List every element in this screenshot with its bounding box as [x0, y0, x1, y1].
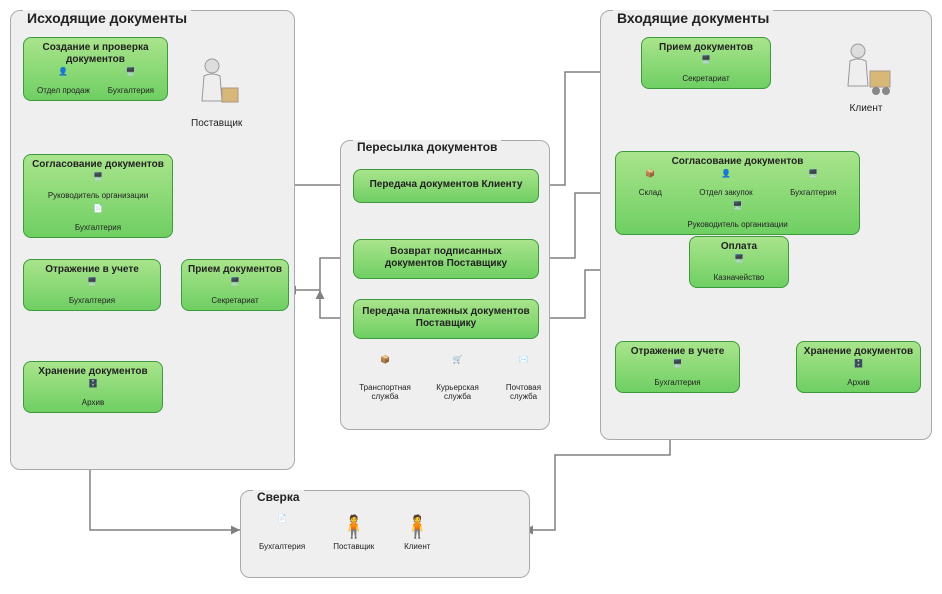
panel-transfer-title: Пересылка документов — [353, 140, 501, 154]
node-accounting-in-title: Отражение в учете — [622, 346, 733, 358]
role-icon: 🖥️ — [667, 360, 689, 378]
role-icon: 🖥️ — [224, 278, 246, 296]
role-icon: 👤 — [715, 170, 737, 188]
node-intake-out: Прием документов 🖥️Секретариат — [181, 259, 289, 311]
panel-reconcile: Сверка 📄 Бухгалтерия 🧍 Поставщик 🧍 Клиент — [240, 490, 530, 578]
reconcile-row: 📄 Бухгалтерия 🧍 Поставщик 🧍 Клиент — [259, 515, 432, 552]
role-label: Секретариат — [682, 75, 729, 84]
node-create-check: Создание и проверка документов 👤Отдел пр… — [23, 37, 168, 101]
ext-label: Курьерская служба — [429, 384, 486, 402]
role-icon: 🖥️ — [120, 68, 142, 86]
role-icon: 📦 — [639, 170, 661, 188]
role-label: Бухгалтерия — [69, 297, 115, 306]
node-transfer-client-title: Передача документов Клиенту — [370, 179, 523, 191]
node-return-supplier-title: Возврат подписанных документов Поставщик… — [360, 246, 532, 270]
role-icon: 🖥️ — [727, 202, 749, 220]
panel-transfer: Пересылка документов Передача документов… — [340, 140, 550, 430]
ext-label: Транспортная служба — [353, 384, 417, 402]
node-storage-in-title: Хранение документов — [803, 346, 914, 358]
role-icon: 🖥️ — [695, 56, 717, 74]
node-approval-out: Согласование документов 🖥️Руководитель о… — [23, 154, 173, 238]
panel-outgoing-title: Исходящие документы — [23, 10, 191, 26]
role-label: Бухгалтерия — [654, 379, 700, 388]
panel-outgoing: Исходящие документы Создание и проверка … — [10, 10, 295, 470]
node-accounting-out: Отражение в учете 🖥️Бухгалтерия — [23, 259, 161, 311]
role-label: Архив — [847, 379, 869, 388]
node-approval-in-title: Согласование документов — [622, 156, 853, 168]
node-approval-out-title: Согласование документов — [30, 159, 166, 171]
panel-incoming-title: Входящие документы — [613, 10, 773, 26]
ext-label: Почтовая служба — [498, 384, 549, 402]
role-label: Отдел закупок — [699, 189, 752, 198]
node-payment: Оплата 🖥️Казначейство — [689, 236, 789, 288]
node-return-supplier: Возврат подписанных документов Поставщик… — [353, 239, 539, 279]
client-icon: 🧍 — [402, 515, 432, 541]
node-payment-supplier: Передача платежных документов Поставщику — [353, 299, 539, 339]
actor-client-top-label: Клиент — [850, 103, 883, 114]
node-approval-in: Согласование документов 📦Склад 👤Отдел за… — [615, 151, 860, 235]
role-icon: 🗄️ — [82, 380, 104, 398]
role-icon: 👤 — [52, 68, 74, 86]
role-label: Бухгалтерия — [790, 189, 836, 198]
node-payment-title: Оплата — [696, 241, 782, 253]
panel-reconcile-title: Сверка — [253, 490, 304, 504]
actor-supplier-top-label: Поставщик — [191, 118, 242, 129]
role-icon: 🗄️ — [847, 360, 869, 378]
mail-icon: ✉️ — [509, 356, 539, 382]
courier-icon: 🛒 — [443, 356, 473, 382]
ext-label: Бухгалтерия — [259, 543, 305, 552]
role-label: Руководитель организации — [48, 192, 148, 201]
role-label: Бухгалтерия — [108, 87, 154, 96]
node-payment-supplier-title: Передача платежных документов Поставщику — [360, 306, 532, 330]
role-label: Секретариат — [211, 297, 258, 306]
node-create-check-title: Создание и проверка документов — [30, 42, 161, 66]
transfer-ext-row: 📦Транспортная служба 🛒Курьерская служба … — [353, 356, 549, 402]
role-label: Склад — [639, 189, 662, 198]
node-transfer-client: Передача документов Клиенту — [353, 169, 539, 203]
node-intake-in: Прием документов 🖥️Секретариат — [641, 37, 771, 89]
role-icon: 🖥️ — [802, 170, 824, 188]
role-label: Казначейство — [714, 274, 765, 283]
role-label: Отдел продаж — [37, 87, 90, 96]
ext-label: Клиент — [404, 543, 430, 552]
role-icon: 🖥️ — [87, 173, 109, 191]
node-intake-in-title: Прием документов — [648, 42, 764, 54]
actor-supplier-top: Поставщик — [191, 56, 242, 129]
node-accounting-out-title: Отражение в учете — [30, 264, 154, 276]
role-label: Архив — [82, 399, 104, 408]
role-icon: 🖥️ — [728, 255, 750, 273]
transport-icon: 📦 — [370, 356, 400, 382]
role-label: Руководитель организации — [687, 221, 787, 230]
role-icon: 📄 — [87, 205, 109, 223]
node-storage-out-title: Хранение документов — [30, 366, 156, 378]
node-accounting-in: Отражение в учете 🖥️Бухгалтерия — [615, 341, 740, 393]
node-storage-out: Хранение документов 🗄️Архив — [23, 361, 163, 413]
accounting-icon: 📄 — [267, 515, 297, 541]
node-storage-in: Хранение документов 🗄️Архив — [796, 341, 921, 393]
ext-label: Поставщик — [333, 543, 374, 552]
role-label: Бухгалтерия — [75, 224, 121, 233]
panel-incoming: Входящие документы Прием документов 🖥️Се… — [600, 10, 932, 440]
actor-client-top: Клиент — [836, 41, 896, 114]
node-intake-out-title: Прием документов — [188, 264, 282, 276]
role-icon: 🖥️ — [81, 278, 103, 296]
supplier-icon: 🧍 — [339, 515, 369, 541]
